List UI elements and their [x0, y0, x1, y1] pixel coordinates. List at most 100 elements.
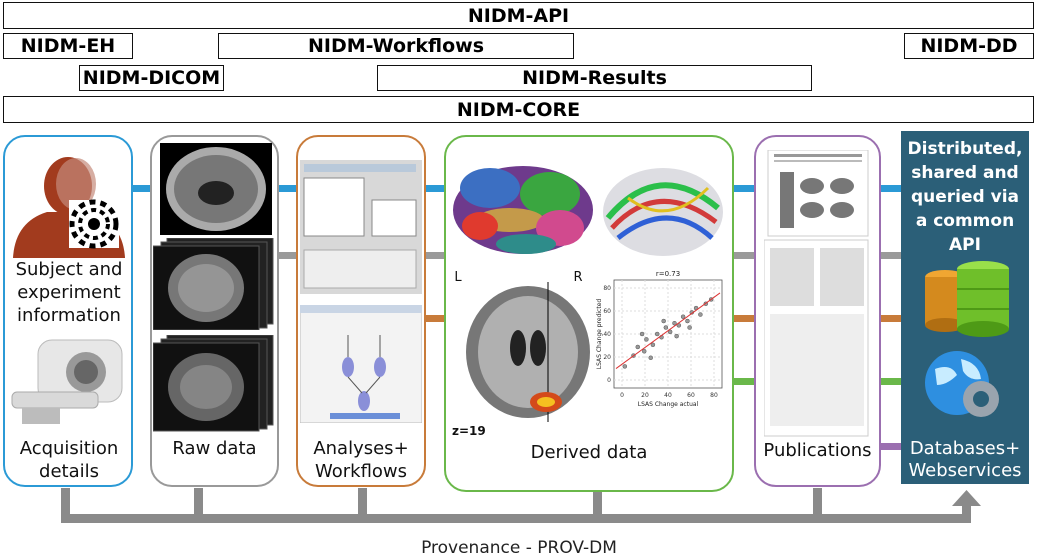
- brain-left-marker: L: [454, 270, 462, 285]
- connector-green: [880, 378, 902, 385]
- acquisition-label-line2: details: [39, 461, 99, 482]
- connector-green: [733, 378, 755, 385]
- connector-orange: [426, 315, 446, 322]
- connector-blue: [733, 185, 755, 192]
- connector-gray: [733, 252, 755, 259]
- scatter-fit-line: [615, 292, 721, 369]
- scatter-point: [661, 318, 666, 324]
- scatter-ylabel: LSAS Change predicted: [596, 299, 603, 370]
- tractography-image: [603, 168, 723, 256]
- databases-panel: Distributed, shared and queried via a co…: [901, 131, 1029, 484]
- scatter-point: [650, 342, 656, 348]
- scatter-point: [685, 318, 690, 324]
- nidm-results-bar: NIDM-Results: [377, 65, 812, 91]
- subject-silhouette-icon: [13, 157, 125, 258]
- scatter-point: [698, 312, 703, 317]
- databases-title-line3: queried via: [910, 187, 1019, 207]
- connector-gray: [278, 252, 298, 259]
- analyses-label: Analyses+ Workflows: [296, 437, 426, 483]
- databases-title-line4: a common: [915, 211, 1015, 231]
- databases-footer-line1: Databases+: [909, 438, 1021, 459]
- connector-blue: [426, 185, 446, 192]
- nidm-eh-label: NIDM-EH: [20, 35, 116, 57]
- nidm-dicom-bar: NIDM-DICOM: [79, 65, 224, 91]
- scatter-xtick-label: 40: [664, 392, 672, 399]
- nidm-core-bar: NIDM-CORE: [3, 96, 1034, 123]
- brain-right-marker: R: [573, 270, 583, 285]
- scatter-ytick-label: 60: [603, 308, 611, 315]
- subject-label-line2: experiment: [17, 282, 121, 303]
- slice-label: z=19: [452, 424, 486, 438]
- databases-title: Distributed, shared and queried via a co…: [901, 137, 1029, 257]
- scatter-point: [622, 364, 628, 369]
- acquisition-label: Acquisition details: [5, 437, 133, 483]
- scatter-point: [644, 337, 649, 342]
- scatter-point: [672, 320, 677, 326]
- scatter-point: [667, 329, 673, 335]
- nidm-core-label: NIDM-CORE: [456, 98, 581, 121]
- subject-label: Subject and experiment information: [5, 258, 133, 327]
- nidm-api-label: NIDM-API: [467, 4, 570, 27]
- scatter-point: [680, 314, 686, 319]
- raw-scan-stack-image: [153, 238, 274, 330]
- publication-pages-image: [764, 150, 869, 437]
- scatter-xtick-label: 60: [687, 392, 695, 399]
- cortical-parcellation-image: [453, 166, 593, 254]
- provenance-arrow: [61, 488, 981, 523]
- nidm-eh-bar: NIDM-EH: [3, 33, 133, 59]
- databases-footer-line2: Webservices: [908, 460, 1022, 481]
- nidm-dd-label: NIDM-DD: [920, 35, 1018, 57]
- scatter-xtick-label: 20: [641, 392, 649, 399]
- connector-blue: [278, 185, 298, 192]
- publications-label: Publications: [763, 440, 872, 461]
- mri-scanner-icon: [11, 339, 123, 424]
- scatter-plot: 0 0 20 20 40 40 60 60 80 80 r=0.73 LSAS Change actu…: [596, 270, 723, 408]
- nidm-workflows-label: NIDM-Workflows: [307, 35, 485, 57]
- provenance-label: Provenance - PROV-DM: [421, 538, 617, 558]
- nidm-dicom-label: NIDM-DICOM: [82, 67, 221, 89]
- scatter-point: [648, 355, 653, 361]
- connector-gray: [426, 252, 446, 259]
- scatter-title: r=0.73: [656, 270, 680, 278]
- raw-data-label: Raw data: [172, 438, 257, 459]
- derived-data-label: Derived data: [530, 442, 648, 463]
- databases-footer: Databases+ Webservices: [901, 438, 1029, 482]
- connector-blue: [880, 185, 902, 192]
- nidm-results-label: NIDM-Results: [522, 67, 667, 89]
- scatter-ytick-label: 20: [603, 354, 611, 361]
- axial-brain-slice-image: [466, 282, 590, 422]
- scatter-xlabel: LSAS Change actual: [638, 401, 699, 408]
- raw-scan-stack-image-2: [153, 335, 274, 432]
- subject-label-line1: Subject and: [15, 259, 123, 280]
- scatter-xtick-label: 80: [710, 392, 718, 399]
- brain-mri-image: [160, 143, 272, 235]
- scatter-ytick-label: 0: [607, 377, 611, 384]
- scatter-ytick-label: 80: [603, 285, 611, 292]
- databases-title-line5: API: [949, 235, 981, 255]
- acquisition-label-line1: Acquisition: [19, 438, 119, 459]
- connector-purple: [880, 443, 902, 450]
- nidm-dd-bar: NIDM-DD: [904, 33, 1034, 59]
- database-stack-icon: [925, 261, 1009, 337]
- scatter-point: [641, 349, 647, 354]
- scatter-xtick-label: 0: [620, 392, 624, 399]
- connector-orange: [880, 315, 902, 322]
- databases-title-line1: Distributed,: [907, 139, 1023, 159]
- connector-gray: [880, 252, 902, 259]
- connector-orange: [733, 315, 755, 322]
- scatter-point: [687, 325, 692, 330]
- scatter-point: [674, 333, 679, 339]
- databases-title-line2: shared and: [911, 163, 1019, 183]
- scatter-point: [639, 331, 645, 337]
- scatter-point: [663, 325, 669, 330]
- nidm-workflows-bar: NIDM-Workflows: [218, 33, 574, 59]
- connector-blue: [132, 185, 152, 192]
- nidm-api-bar: NIDM-API: [3, 2, 1034, 29]
- analyses-label-line1: Analyses+: [313, 438, 409, 459]
- analysis-software-screenshot: [300, 160, 422, 294]
- scatter-ytick-label: 40: [603, 331, 611, 338]
- analyses-label-line2: Workflows: [314, 461, 408, 482]
- subject-label-line3: information: [17, 305, 121, 326]
- globe-gear-icon: [925, 351, 999, 417]
- scatter-point: [654, 331, 660, 337]
